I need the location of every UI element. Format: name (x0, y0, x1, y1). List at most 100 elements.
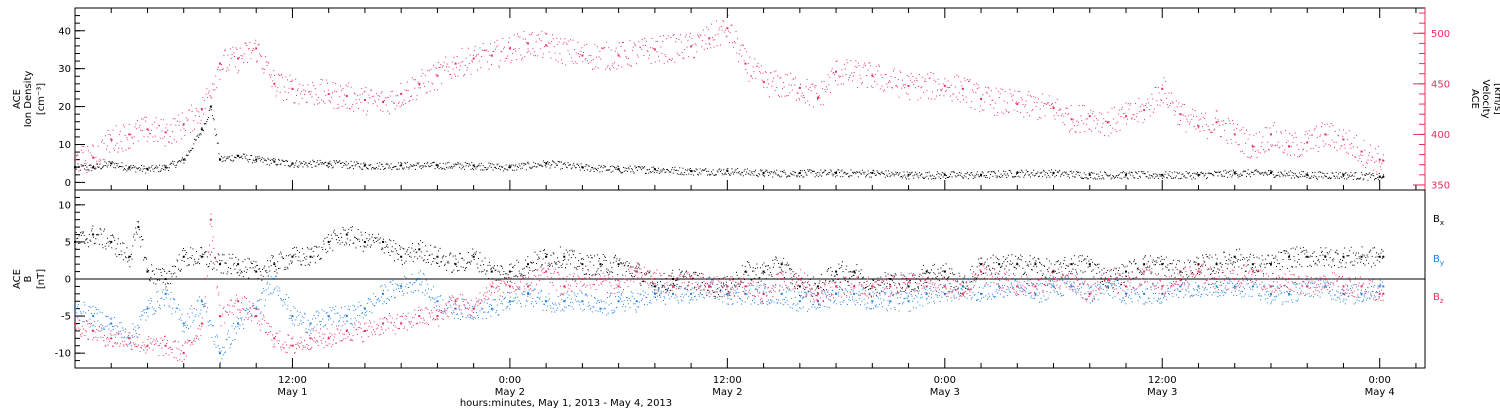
texture-dot (735, 285, 736, 286)
texture-dot (850, 169, 851, 170)
texture-dot (425, 75, 426, 76)
texture-dot (546, 162, 547, 163)
texture-dot (591, 60, 592, 61)
texture-dot (1208, 126, 1209, 127)
texture-dot (1022, 99, 1023, 100)
texture-dot (562, 168, 563, 169)
texture-dot (503, 170, 504, 171)
texture-dot (441, 261, 442, 262)
texture-dot (1202, 126, 1203, 127)
texture-dot (903, 85, 904, 86)
texture-dot (398, 103, 399, 104)
texture-dot (1074, 255, 1075, 256)
texture-dot (600, 58, 601, 59)
texture-dot (386, 105, 387, 106)
texture-dot (945, 270, 946, 271)
texture-dot (608, 270, 609, 271)
texture-dot (848, 282, 849, 283)
texture-dot (307, 247, 308, 248)
texture-dot (232, 54, 233, 55)
texture-dot (385, 168, 386, 169)
texture-dot (887, 283, 888, 284)
texture-dot (939, 95, 940, 96)
texture-dot (341, 90, 342, 91)
texture-dot (718, 34, 719, 35)
texture-dot (261, 280, 262, 281)
texture-dot (313, 85, 314, 86)
texture-dot (245, 156, 246, 157)
texture-dot (1257, 150, 1258, 151)
texture-dot (1095, 128, 1096, 129)
texture-dot (125, 135, 126, 136)
texture-dot (692, 170, 693, 171)
texture-dot (370, 164, 371, 165)
texture-dot (592, 257, 593, 258)
texture-dot (130, 134, 131, 135)
texture-dot (522, 58, 523, 59)
texture-dot (1283, 153, 1284, 154)
texture-dot (1376, 178, 1377, 179)
texture-dot (765, 171, 766, 172)
data-point (581, 55, 583, 57)
texture-dot (497, 40, 498, 41)
texture-dot (1152, 176, 1153, 177)
texture-dot (420, 87, 421, 88)
texture-dot (928, 178, 929, 179)
texture-dot (545, 33, 546, 34)
texture-dot (1075, 269, 1076, 270)
texture-dot (203, 130, 204, 131)
texture-dot (106, 243, 107, 244)
texture-dot (242, 158, 243, 159)
texture-dot (1171, 93, 1172, 94)
texture-dot (489, 55, 490, 56)
texture-dot (1042, 275, 1043, 276)
texture-dot (1045, 172, 1046, 173)
texture-dot (727, 169, 728, 170)
texture-dot (717, 288, 718, 289)
texture-dot (583, 52, 584, 53)
texture-dot (465, 65, 466, 66)
texture-dot (1186, 171, 1187, 172)
texture-dot (526, 169, 527, 170)
data-point (944, 85, 946, 87)
texture-dot (1293, 173, 1294, 174)
texture-dot (878, 64, 879, 65)
texture-dot (849, 176, 850, 177)
texture-dot (1133, 278, 1134, 279)
texture-dot (873, 170, 874, 171)
texture-dot (340, 233, 341, 234)
texture-dot (1374, 162, 1375, 163)
texture-dot (196, 108, 197, 109)
texture-dot (1336, 176, 1337, 177)
texture-dot (1168, 107, 1169, 108)
texture-dot (563, 43, 564, 44)
texture-dot (572, 40, 573, 41)
texture-dot (442, 257, 443, 258)
texture-dot (218, 143, 219, 144)
texture-dot (901, 275, 902, 276)
texture-dot (674, 169, 675, 170)
texture-dot (1082, 105, 1083, 106)
texture-dot (1019, 266, 1020, 267)
texture-dot (329, 101, 330, 102)
texture-dot (161, 275, 162, 276)
texture-dot (1025, 104, 1026, 105)
texture-dot (1376, 174, 1377, 175)
texture-dot (94, 157, 95, 158)
texture-dot (315, 88, 316, 89)
texture-dot (223, 157, 224, 158)
texture-dot (221, 260, 222, 261)
texture-dot (525, 39, 526, 40)
texture-dot (424, 259, 425, 260)
texture-dot (893, 174, 894, 175)
texture-dot (629, 64, 630, 65)
texture-dot (904, 175, 905, 176)
texture-dot (737, 275, 738, 276)
texture-dot (697, 35, 698, 36)
texture-dot (618, 266, 619, 267)
texture-dot (873, 87, 874, 88)
texture-dot (1236, 173, 1237, 174)
texture-dot (109, 161, 110, 162)
data-point (255, 271, 257, 273)
texture-dot (412, 243, 413, 244)
